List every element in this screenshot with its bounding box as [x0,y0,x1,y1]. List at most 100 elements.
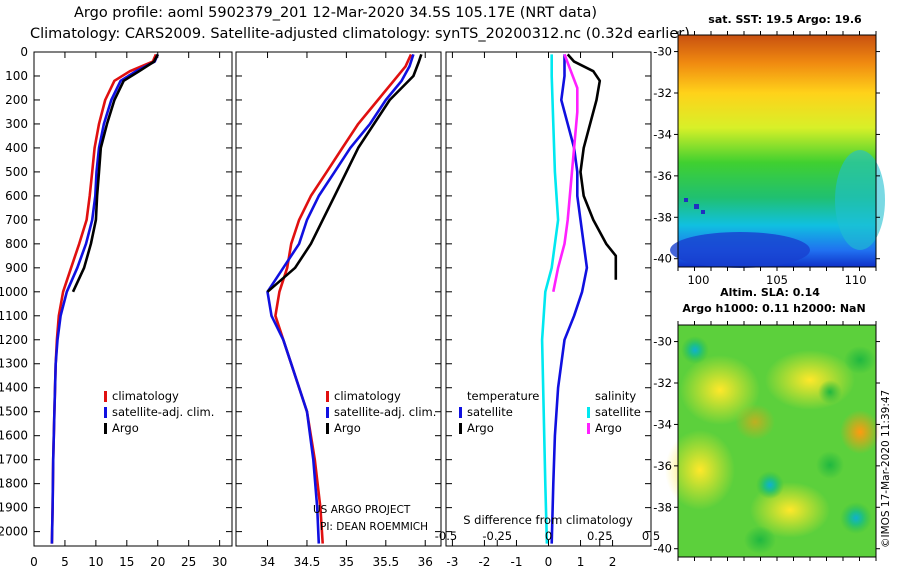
x-tick-label: 34 [260,555,275,569]
legend-label: satellite [467,405,513,419]
series-line-climatology [274,53,413,544]
legend-label: Argo [112,421,139,435]
sst-map: sat. SST: 19.5 Argo: 19.6 -30 -32 -34 -36 -3… [653,13,885,287]
x-tick-label: 0 [545,555,553,569]
project-label: US ARGO PROJECT [313,504,411,516]
x-tick-label: 1 [577,555,585,569]
series-line-salinity-argo [552,53,579,293]
sst-argo-marker [684,198,688,202]
map-y-tick-label: -30 [653,45,672,59]
series-line-satellite-adj-clim- [50,53,159,544]
x-tick-label: 15 [119,555,134,569]
sla-high-patch [680,355,760,425]
legend-swatch [587,407,590,418]
salinity-profile-frame [235,51,442,547]
x-tick-label: 36 [418,555,433,569]
y-tick-label: 1000 [0,285,28,299]
diff-top-tick-label: -0.25 [482,529,512,543]
plot-title-line-1: Argo profile: aoml 5902379_201 12-Mar-20… [74,5,598,21]
diff-top-tick-label: 0.5 [642,529,660,543]
sla-low-patch [744,526,776,554]
y-tick-label: 1800 [0,477,28,491]
legend-label: satellite-adj. clim. [334,405,436,419]
x-tick-label: -2 [478,555,490,569]
legend-label: climatology [112,389,179,403]
y-tick-label: 700 [5,213,28,227]
series-line-temperature-argo [566,53,618,280]
legend-label: climatology [334,389,401,403]
sst-map-title: sat. SST: 19.5 Argo: 19.6 [708,13,862,26]
legend-label: Argo [467,421,494,435]
legend-group-title: temperature [467,389,539,403]
y-tick-label: 200 [5,93,28,107]
difference-from-climatology-panel: -3 -2 -1 0 1 2 temperature satellite Argo salinit… [435,51,660,569]
map-y-tick-label: -30 [653,335,672,349]
x-tick-label: 25 [181,555,196,569]
temperature-profile-frame [33,51,233,547]
series-line-salinity-satellite [540,54,560,544]
diff-axis-title: S difference from climatology [463,513,633,527]
x-tick-label: 30 [212,555,227,569]
map-y-tick-label: -36 [653,169,672,183]
sst-argo-marker [701,210,705,214]
legend-label: satellite [595,405,641,419]
sla-low-patch [818,380,842,404]
legend-label: Argo [334,421,361,435]
legend-swatch [104,407,107,418]
legend-swatch [326,407,329,418]
legend-swatch [459,423,462,434]
y-tick-label: 1300 [0,357,28,371]
y-tick-label: 1600 [0,429,28,443]
y-tick-label: 1700 [0,453,28,467]
sla-high-patch [840,410,880,454]
diff-top-tick-label: 0 [545,529,552,543]
sla-low-patch [681,336,709,364]
legend-group-title: salinity [595,389,636,403]
y-tick-label: 1500 [0,405,28,419]
diff-top-tick-label: 0.25 [587,529,613,543]
x-tick-label: 35.5 [372,555,399,569]
x-tick-label: 10 [88,555,103,569]
sla-map: Altim. SLA: 0.14 Argo h1000: 0.11 h2000:… [653,286,880,561]
sla-low-patch [756,471,784,499]
series-line-satellite-adj-clim- [266,53,415,544]
pi-label: PI: DEAN ROEMMICH [320,521,428,533]
sla-low-patch [840,502,872,534]
legend-swatch [587,423,590,434]
y-tick-label: 0 [20,45,28,59]
x-tick-label: 35 [339,555,354,569]
y-tick-label: 400 [5,141,28,155]
y-tick-label: 300 [5,117,28,131]
sla-high-patch [765,350,855,410]
sla-high-patch [735,404,775,440]
diff-top-tick-label: -0.5 [435,529,457,543]
y-tick-label: 1200 [0,333,28,347]
sla-map-title-2: Argo h1000: 0.11 h2000: NaN [682,302,865,315]
legend-swatch [326,391,329,402]
map-y-tick-label: -40 [653,542,672,556]
map-x-tick-label: 100 [687,273,709,287]
x-tick-label: 34.5 [294,555,321,569]
sla-map-title-1: Altim. SLA: 0.14 [720,286,820,299]
x-tick-label: -3 [446,555,458,569]
map-y-tick-label: -38 [653,500,672,514]
map-y-tick-label: -34 [653,417,672,431]
map-y-tick-label: -40 [653,252,672,266]
sst-argo-marker [694,204,699,209]
map-y-tick-label: -32 [653,86,672,100]
sla-low-patch [844,346,876,374]
x-tick-label: 20 [150,555,165,569]
y-tick-label: 500 [5,165,28,179]
temperature-profile-panel: 0 5 10 15 20 25 30 climatology satellite-adj. cl… [30,51,233,569]
map-y-tick-label: -36 [653,459,672,473]
y-tick-label: 800 [5,237,28,251]
legend-swatch [104,423,107,434]
y-tick-label: 1400 [0,381,28,395]
legend-swatch [459,407,462,418]
series-line-argo [71,53,159,293]
legend-swatch [104,391,107,402]
y-tick-label: 600 [5,189,28,203]
series-line-temperature-satellite [550,54,589,544]
x-tick-label: 2 [609,555,617,569]
